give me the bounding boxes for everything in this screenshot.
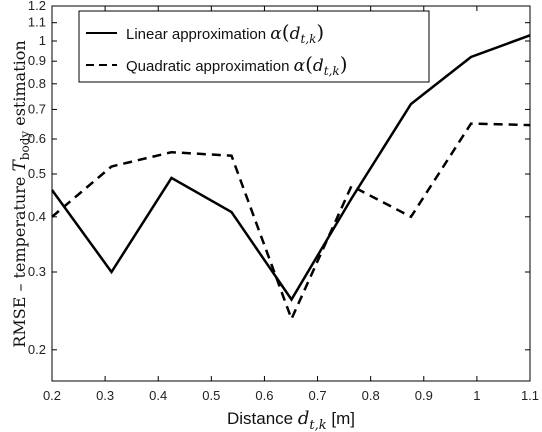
x-tick-label: 0.7	[309, 388, 327, 403]
y-tick-label: 0.8	[28, 76, 46, 91]
y-tick-label: 0.2	[28, 342, 46, 357]
y-tick-label: 0.4	[28, 209, 46, 224]
series-line-linear	[50, 34, 531, 302]
y-tick-label: 0.6	[28, 131, 46, 146]
y-tick-label: 0.5	[28, 166, 46, 181]
legend-box	[78, 10, 430, 83]
x-tick-label: 0.4	[149, 388, 167, 403]
y-tick-label: 1.2	[28, 0, 46, 13]
x-tick-label: 0.6	[255, 388, 273, 403]
x-tick-label: 0.3	[96, 388, 114, 403]
series-line-quadratic	[51, 122, 531, 323]
y-tick-label: 0.7	[28, 101, 46, 116]
x-tick-label: 0.8	[362, 388, 380, 403]
x-tick-label: 0.5	[202, 388, 220, 403]
x-tick-label: 1	[473, 388, 480, 403]
x-axis-ticks: 0.2 0.3 0.4 0.5 0.6 0.7 0.8 0.9 1 1.1	[43, 6, 539, 403]
y-tick-label: 1	[39, 33, 46, 48]
x-tick-label: 0.9	[415, 388, 433, 403]
x-axis-label: Distance dt,k [m]	[227, 408, 355, 432]
series-layer	[50, 34, 531, 323]
y-tick-label: 0.3	[28, 264, 46, 279]
y-tick-label: 1.1	[28, 15, 46, 30]
y-axis-label: RMSE – temperature Tbody estimation	[10, 40, 32, 347]
legend: Linear approximation α(dt,k) Quadratic a…	[78, 10, 430, 83]
y-tick-label: 0.9	[28, 53, 46, 68]
x-tick-label: 0.2	[43, 388, 61, 403]
x-tick-label: 1.1	[521, 388, 539, 403]
y-axis-ticks: 0.2 0.3 0.4 0.5 0.6 0.7 0.8 0.9 1 1.1 1.2	[28, 0, 530, 357]
legend-label-quadratic: Quadratic approximation α(dt,k)	[126, 52, 348, 78]
legend-label-linear: Linear approximation α(dt,k)	[126, 20, 324, 46]
